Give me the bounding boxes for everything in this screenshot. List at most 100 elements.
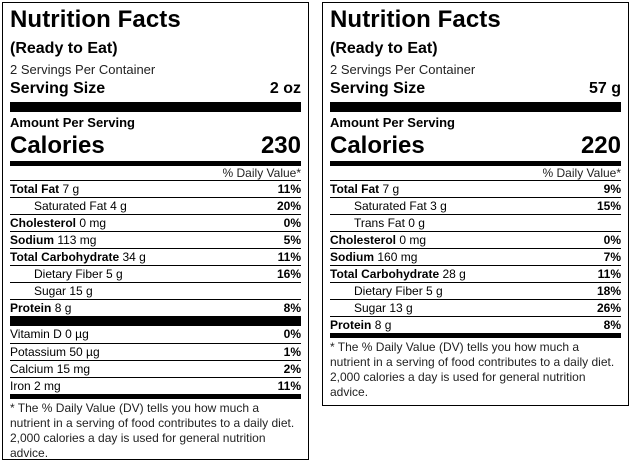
nutrient-row: Protein 8 g 8% xyxy=(10,299,301,316)
vitamin-daily-value: 2% xyxy=(283,362,301,376)
vitamin-label: Vitamin D xyxy=(10,327,62,341)
nutrient-daily-value: 0% xyxy=(603,233,621,247)
nutrient-name: Cholesterol 0 mg xyxy=(10,215,106,231)
nutrient-amount: 5 g xyxy=(426,284,443,298)
nutrient-name: Saturated Fat 3 g xyxy=(330,198,447,214)
nutrient-name: Sodium 160 mg xyxy=(330,249,417,265)
nutrient-amount: 8 g xyxy=(54,301,72,315)
nutrient-row: Total Fat 7 g 9% xyxy=(330,180,621,197)
nutrient-amount: 5 g xyxy=(106,267,123,281)
nutrient-row: Sodium 113 mg 5% xyxy=(10,231,301,248)
nutrient-list: Total Fat 7 g 9% Saturated Fat 3 g 15% Trans… xyxy=(330,180,621,333)
nutrient-label: Total Carbohydrate xyxy=(10,250,120,264)
nutrient-amount: 8 g xyxy=(374,318,392,332)
nutrient-name: Sugar 15 g xyxy=(10,283,93,299)
amount-per-serving: Amount Per Serving xyxy=(330,115,455,130)
label-title: Nutrition Facts xyxy=(330,6,501,33)
divider-thick xyxy=(330,102,621,112)
nutrient-name: Total Carbohydrate 28 g xyxy=(330,266,466,282)
nutrient-daily-value: 20% xyxy=(276,199,301,213)
nutrient-name: Total Carbohydrate 34 g xyxy=(10,249,146,265)
serving-size-value: 57 g xyxy=(588,80,621,97)
vitamin-label: Potassium xyxy=(10,345,67,359)
nutrient-amount: 0 g xyxy=(408,216,425,230)
nutrient-amount: 0 mg xyxy=(79,216,107,230)
nutrient-amount: 7 g xyxy=(382,182,400,196)
calories-value: 220 xyxy=(580,132,621,159)
nutrient-label: Sugar xyxy=(354,301,387,315)
vitamin-row: Iron 2 mg 11% xyxy=(10,377,301,394)
servings-per-container: 2 Servings Per Container xyxy=(10,62,156,77)
nutrient-row: Cholesterol 0 mg 0% xyxy=(10,214,301,231)
nutrient-name: Sodium 113 mg xyxy=(10,232,96,248)
nutrient-amount: 7 g xyxy=(62,182,80,196)
nutrient-label: Dietary Fiber xyxy=(354,284,423,298)
nutrient-name: Total Fat 7 g xyxy=(10,181,79,197)
divider-vitamins xyxy=(10,316,301,326)
daily-value-header: % Daily Value* xyxy=(542,166,621,180)
footnote: * The % Daily Value (DV) tells you how m… xyxy=(330,340,615,399)
nutrient-amount: 3 g xyxy=(430,199,447,213)
calories-label: Calories xyxy=(10,132,105,159)
vitamin-amount: 0 µg xyxy=(65,327,89,341)
nutrient-row: Trans Fat 0 g xyxy=(330,214,621,231)
divider-thick xyxy=(10,102,301,112)
nutrient-amount: 34 g xyxy=(122,250,146,264)
footnote: * The % Daily Value (DV) tells you how m… xyxy=(10,401,295,460)
servings-per-container: 2 Servings Per Container xyxy=(330,62,476,77)
label-subtitle: (Ready to Eat) xyxy=(10,40,118,57)
nutrient-label: Total Fat xyxy=(330,182,380,196)
vitamin-row: Potassium 50 µg 1% xyxy=(10,343,301,360)
nutrient-row: Cholesterol 0 mg 0% xyxy=(330,231,621,248)
nutrient-label: Dietary Fiber xyxy=(34,267,103,281)
nutrient-label: Total Carbohydrate xyxy=(330,267,440,281)
nutrient-daily-value: 18% xyxy=(596,284,621,298)
nutrient-label: Protein xyxy=(10,301,52,315)
serving-size-value: 2 oz xyxy=(269,80,301,97)
vitamin-row: Vitamin D 0 µg 0% xyxy=(10,326,301,343)
vitamin-daily-value: 0% xyxy=(283,327,301,341)
vitamin-name: Iron 2 mg xyxy=(10,378,61,394)
nutrient-row: Sodium 160 mg 7% xyxy=(330,248,621,265)
nutrient-name: Sugar 13 g xyxy=(330,300,413,316)
nutrient-list: Total Fat 7 g 11% Saturated Fat 4 g 20% Chol… xyxy=(10,180,301,316)
nutrient-daily-value: 11% xyxy=(277,182,301,196)
nutrient-row: Total Fat 7 g 11% xyxy=(10,180,301,197)
nutrient-name: Total Fat 7 g xyxy=(330,181,399,197)
nutrient-row: Protein 8 g 8% xyxy=(330,316,621,333)
nutrient-amount: 4 g xyxy=(110,199,127,213)
nutrient-row: Saturated Fat 4 g 20% xyxy=(10,197,301,214)
nutrient-amount: 0 mg xyxy=(399,233,427,247)
nutrient-amount: 15 g xyxy=(69,284,93,298)
nutrient-name: Dietary Fiber 5 g xyxy=(10,266,123,282)
vitamin-label: Calcium xyxy=(10,362,54,376)
nutrient-daily-value: 5% xyxy=(283,233,301,247)
vitamin-name: Vitamin D 0 µg xyxy=(10,326,89,343)
vitamin-list: Vitamin D 0 µg 0% Potassium 50 µg 1% Calcium… xyxy=(10,326,301,394)
divider-medium xyxy=(10,161,301,166)
amount-per-serving: Amount Per Serving xyxy=(10,115,135,130)
calories-label: Calories xyxy=(330,132,425,159)
nutrient-label: Total Fat xyxy=(10,182,60,196)
nutrient-daily-value: 11% xyxy=(277,250,301,264)
label-subtitle: (Ready to Eat) xyxy=(330,40,438,57)
divider-footnote xyxy=(330,333,621,338)
nutrient-row: Sugar 15 g xyxy=(10,282,301,299)
calories-value: 230 xyxy=(260,132,301,159)
nutrient-row: Total Carbohydrate 28 g 11% xyxy=(330,265,621,282)
nutrient-label: Sodium xyxy=(330,250,374,264)
label-title: Nutrition Facts xyxy=(10,6,181,33)
nutrient-amount: 113 mg xyxy=(57,233,97,247)
nutrient-label: Cholesterol xyxy=(330,233,397,247)
nutrient-label: Sugar xyxy=(34,284,67,298)
nutrient-daily-value: 7% xyxy=(603,250,621,264)
nutrient-name: Cholesterol 0 mg xyxy=(330,232,426,248)
serving-size-label: Serving Size xyxy=(10,80,106,97)
vitamin-name: Potassium 50 µg xyxy=(10,344,100,360)
nutrient-daily-value: 16% xyxy=(276,267,301,281)
nutrient-label: Cholesterol xyxy=(10,216,77,230)
nutrient-daily-value: 26% xyxy=(596,301,621,315)
nutrient-row: Dietary Fiber 5 g 18% xyxy=(330,282,621,299)
nutrient-label: Protein xyxy=(330,318,372,332)
calories-row: Calories 220 xyxy=(330,132,621,160)
